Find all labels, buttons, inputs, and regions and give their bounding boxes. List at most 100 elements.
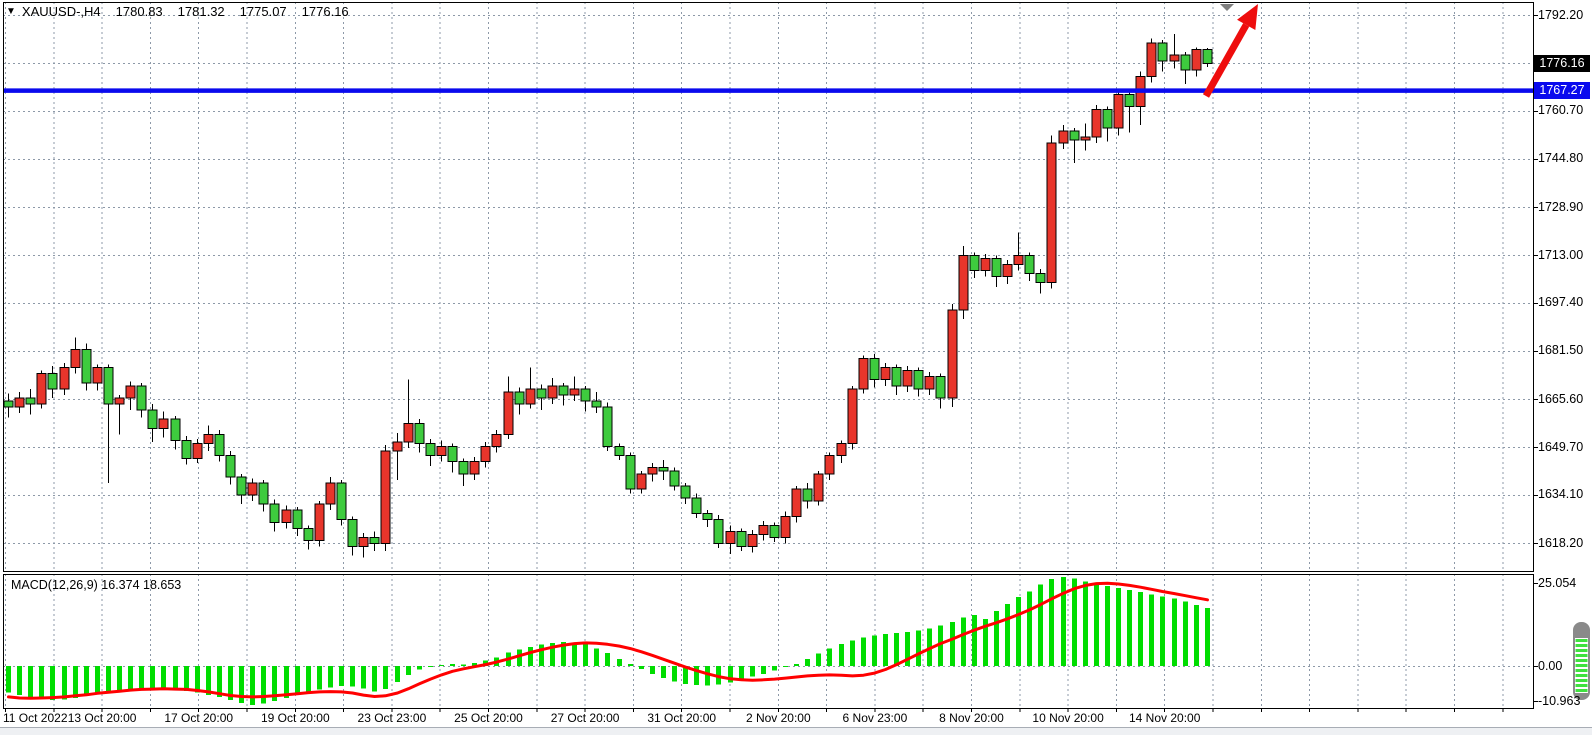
candle-body xyxy=(614,446,625,457)
candle-body xyxy=(969,254,980,272)
candle-body xyxy=(880,367,891,381)
scroll-indicator[interactable] xyxy=(1573,622,1590,700)
macd-bar xyxy=(938,625,943,666)
trend-arrow[interactable] xyxy=(1202,4,1258,98)
macd-bar xyxy=(1038,584,1043,666)
macd-bar xyxy=(628,663,633,666)
candle-body xyxy=(802,488,813,502)
macd-bar xyxy=(73,666,78,698)
candle-body xyxy=(14,397,25,408)
macd-bar xyxy=(1061,577,1066,666)
macd-bar xyxy=(461,664,466,666)
hline-price-badge: 1767.27 xyxy=(1534,82,1590,100)
macd-bar xyxy=(672,666,677,682)
macd-bar xyxy=(1183,601,1188,666)
candle-body xyxy=(1180,54,1191,71)
macd-bar xyxy=(1094,583,1099,666)
macd-bar xyxy=(261,666,266,704)
macd-bar xyxy=(528,646,533,666)
candle-body xyxy=(1102,109,1113,129)
candle-body xyxy=(602,406,613,448)
candle-body xyxy=(225,455,236,478)
candle-body xyxy=(392,441,403,452)
macd-bar xyxy=(1194,604,1199,666)
macd-bar xyxy=(1172,598,1177,666)
chart-title: ▼ XAUUSD-,H4 1780.83 1781.32 1775.07 177… xyxy=(6,4,349,19)
candle-body xyxy=(1069,130,1080,141)
macd-bar xyxy=(605,653,610,666)
candle-body xyxy=(181,439,192,460)
macd-bar xyxy=(106,666,111,693)
macd-bar xyxy=(295,666,300,696)
candle-body xyxy=(1058,130,1069,144)
macd-bar xyxy=(728,666,733,683)
macd-bar xyxy=(805,658,810,666)
symbol-dropdown-icon[interactable]: ▼ xyxy=(6,6,16,17)
candle-body xyxy=(791,488,802,517)
macd-bar xyxy=(594,648,599,666)
macd-bar xyxy=(1016,596,1021,666)
candle-body xyxy=(3,400,14,408)
macd-bar xyxy=(883,634,888,666)
candle-body xyxy=(769,524,780,539)
candle-body xyxy=(580,388,591,402)
macd-bar xyxy=(650,666,655,674)
candle-body xyxy=(836,442,847,457)
candle-body xyxy=(514,391,525,405)
symbol-period-label: XAUUSD-,H4 xyxy=(21,4,101,19)
candle-body xyxy=(558,385,569,396)
candlestick-series[interactable] xyxy=(3,33,1213,558)
macd-bar xyxy=(217,666,222,698)
candle-body xyxy=(414,423,425,444)
macd-bar xyxy=(1005,603,1010,666)
macd-bar xyxy=(195,666,200,693)
macd-bar xyxy=(139,666,144,691)
macd-bar xyxy=(50,666,55,701)
macd-bar xyxy=(972,614,977,666)
macd-axis-label: -10.963 xyxy=(1538,693,1581,708)
macd-bar xyxy=(84,666,89,697)
macd-bar xyxy=(17,666,22,696)
price-axis-label: 1665.60 xyxy=(1538,391,1584,406)
macd-bar xyxy=(827,648,832,666)
candle-body xyxy=(81,348,92,384)
macd-bar xyxy=(372,666,377,692)
macd-bar xyxy=(550,642,555,666)
macd-bar xyxy=(395,666,400,682)
candle-body xyxy=(92,367,103,384)
candle-body xyxy=(1091,109,1102,138)
macd-indicator-label: MACD(12,26,9) 16.374 18.653 xyxy=(11,578,182,592)
macd-series[interactable] xyxy=(6,577,1210,705)
price-axis-label: 1697.40 xyxy=(1538,295,1584,310)
candle-body xyxy=(258,482,269,505)
candle-body xyxy=(436,446,447,457)
macd-bar xyxy=(617,658,622,666)
macd-bar xyxy=(239,666,244,703)
macd-bar xyxy=(62,666,67,700)
ohlc-open: 1780.83 xyxy=(115,4,163,19)
candle-body xyxy=(669,470,680,487)
candle-body xyxy=(347,518,358,548)
candle-body xyxy=(891,367,902,387)
macd-bar xyxy=(206,666,211,695)
candle-body xyxy=(203,433,214,444)
macd-bar xyxy=(705,666,710,686)
macd-bar xyxy=(894,632,899,666)
macd-bar xyxy=(517,649,522,666)
candle-body xyxy=(1035,273,1046,284)
price-axis-label: 1792.20 xyxy=(1538,7,1584,22)
macd-bar xyxy=(572,642,577,666)
candle-body xyxy=(1046,142,1057,284)
candle-body xyxy=(813,473,824,502)
candle-body xyxy=(736,530,747,548)
macd-bar xyxy=(95,666,100,695)
macd-bar xyxy=(228,666,233,701)
price-axis-label: 1681.50 xyxy=(1538,343,1584,358)
candle-body xyxy=(780,515,791,539)
candle-body xyxy=(70,348,81,369)
candle-body xyxy=(947,309,958,399)
candle-body xyxy=(1191,49,1202,71)
candle-body xyxy=(247,482,258,496)
candle-body xyxy=(292,509,303,529)
